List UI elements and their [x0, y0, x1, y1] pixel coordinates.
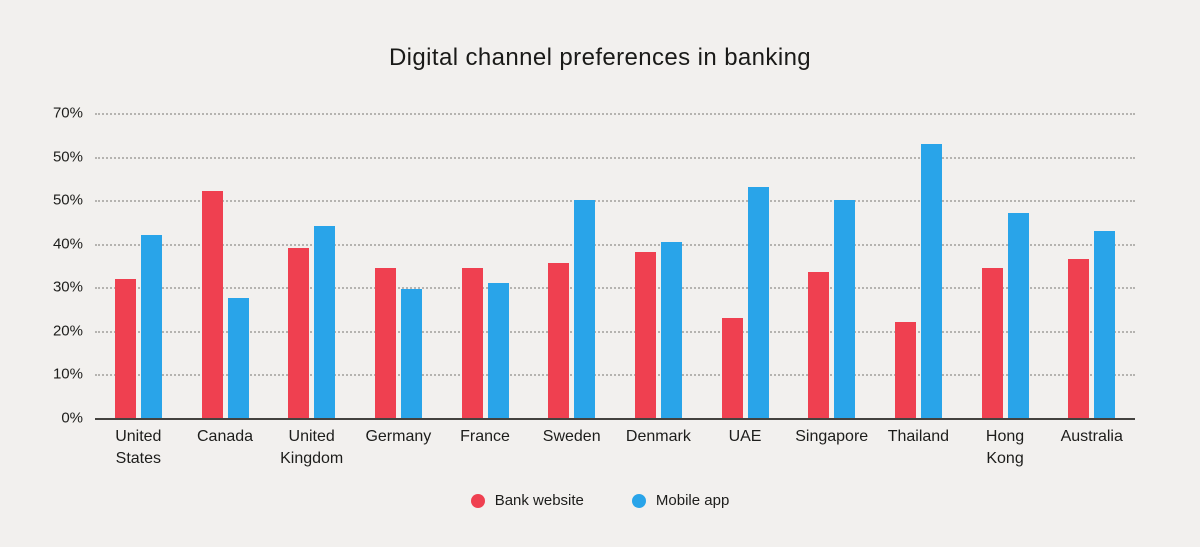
gridline: [95, 374, 1135, 377]
x-axis-label: Australia: [1060, 428, 1123, 445]
bar-group-hong-kong: [962, 113, 1049, 418]
y-axis-tick-label: 0%: [61, 409, 83, 427]
bank-website-dot-icon: [470, 493, 485, 508]
x-axis-label: United Kingdom: [280, 428, 344, 467]
x-axis-label: United States: [115, 428, 162, 467]
gridline: [95, 243, 1135, 246]
plot-area: 70% 50% 50% 40% 30% 20% 10% 0%: [53, 106, 1135, 426]
bar-group-sweden: [528, 113, 615, 418]
bar-bank-website: [1068, 258, 1090, 418]
bar-mobile-app: [1007, 213, 1029, 418]
bar-group-germany: [355, 113, 442, 418]
legend-item-bank-website: Bank website: [470, 492, 584, 509]
bar-mobile-app: [400, 289, 422, 418]
bar-bank-website: [288, 248, 310, 418]
bar-group-singapore: [788, 113, 875, 418]
y-axis-tick-label: 10%: [52, 365, 83, 383]
bar-mobile-app: [747, 187, 769, 418]
y-axis-tick-label: 40%: [52, 235, 83, 253]
gridline: [95, 330, 1135, 333]
bar-bank-website: [894, 322, 916, 418]
bar-bank-website: [981, 267, 1003, 418]
y-axis-tick-label: 20%: [52, 322, 83, 340]
bar-group-uae: [702, 113, 789, 418]
bar-mobile-app: [574, 200, 596, 418]
bar-bank-website: [374, 267, 396, 418]
y-axis-tick-label: 50%: [52, 191, 83, 209]
x-axis-label: Sweden: [542, 428, 601, 445]
chart-title: Digital channel preferences in banking: [388, 44, 812, 71]
x-axis-label: Denmark: [625, 428, 691, 445]
legend-label: Mobile app: [655, 492, 730, 509]
bar-bank-website: [201, 191, 223, 418]
y-axis-tick-label: 50%: [52, 148, 83, 166]
bar-group-united-states: [95, 113, 182, 418]
bar-groups: [95, 113, 1135, 418]
x-axis-labels: United States Canada United Kingdom Germany…: [95, 426, 1135, 469]
legend-item-mobile-app: Mobile app: [631, 492, 730, 509]
x-axis-label: France: [460, 428, 510, 445]
x-axis-label: Hong Kong: [985, 428, 1025, 467]
x-axis-label: Canada: [196, 428, 254, 445]
mobile-app-dot-icon: [631, 493, 646, 508]
gridline: [95, 156, 1135, 159]
bar-group-united-kingdom: [268, 113, 355, 418]
x-axis-label: Germany: [365, 428, 432, 445]
bar-mobile-app: [314, 226, 336, 418]
bar-mobile-app: [487, 282, 509, 418]
bar-group-denmark: [615, 113, 702, 418]
bar-mobile-app: [1094, 230, 1116, 418]
y-axis-tick-label: 70%: [52, 104, 83, 122]
bar-group-thailand: [875, 113, 962, 418]
bar-mobile-app: [227, 298, 249, 418]
gridline: [95, 200, 1135, 203]
bar-bank-website: [548, 263, 570, 418]
bar-bank-website: [808, 272, 830, 418]
x-axis-label: Singapore: [795, 428, 869, 445]
x-axis-label: UAE: [728, 428, 762, 445]
bar-bank-website: [721, 317, 743, 418]
legend: Bank website Mobile app: [0, 492, 1200, 509]
bar-mobile-app: [920, 143, 942, 418]
bar-group-canada: [182, 113, 269, 418]
bar-bank-website: [634, 252, 656, 418]
gridline: [95, 113, 1135, 115]
y-axis-tick-label: 30%: [52, 278, 83, 296]
bar-bank-website: [461, 267, 483, 418]
bar-group-australia: [1048, 113, 1135, 418]
bar-mobile-app: [660, 241, 682, 418]
legend-label: Bank website: [494, 492, 584, 509]
bar-mobile-app: [834, 200, 856, 418]
gridline: [95, 287, 1135, 290]
bar-bank-website: [114, 278, 136, 418]
x-axis-label: Thailand: [887, 428, 950, 445]
bar-mobile-app: [140, 235, 162, 418]
bar-group-france: [442, 113, 529, 418]
